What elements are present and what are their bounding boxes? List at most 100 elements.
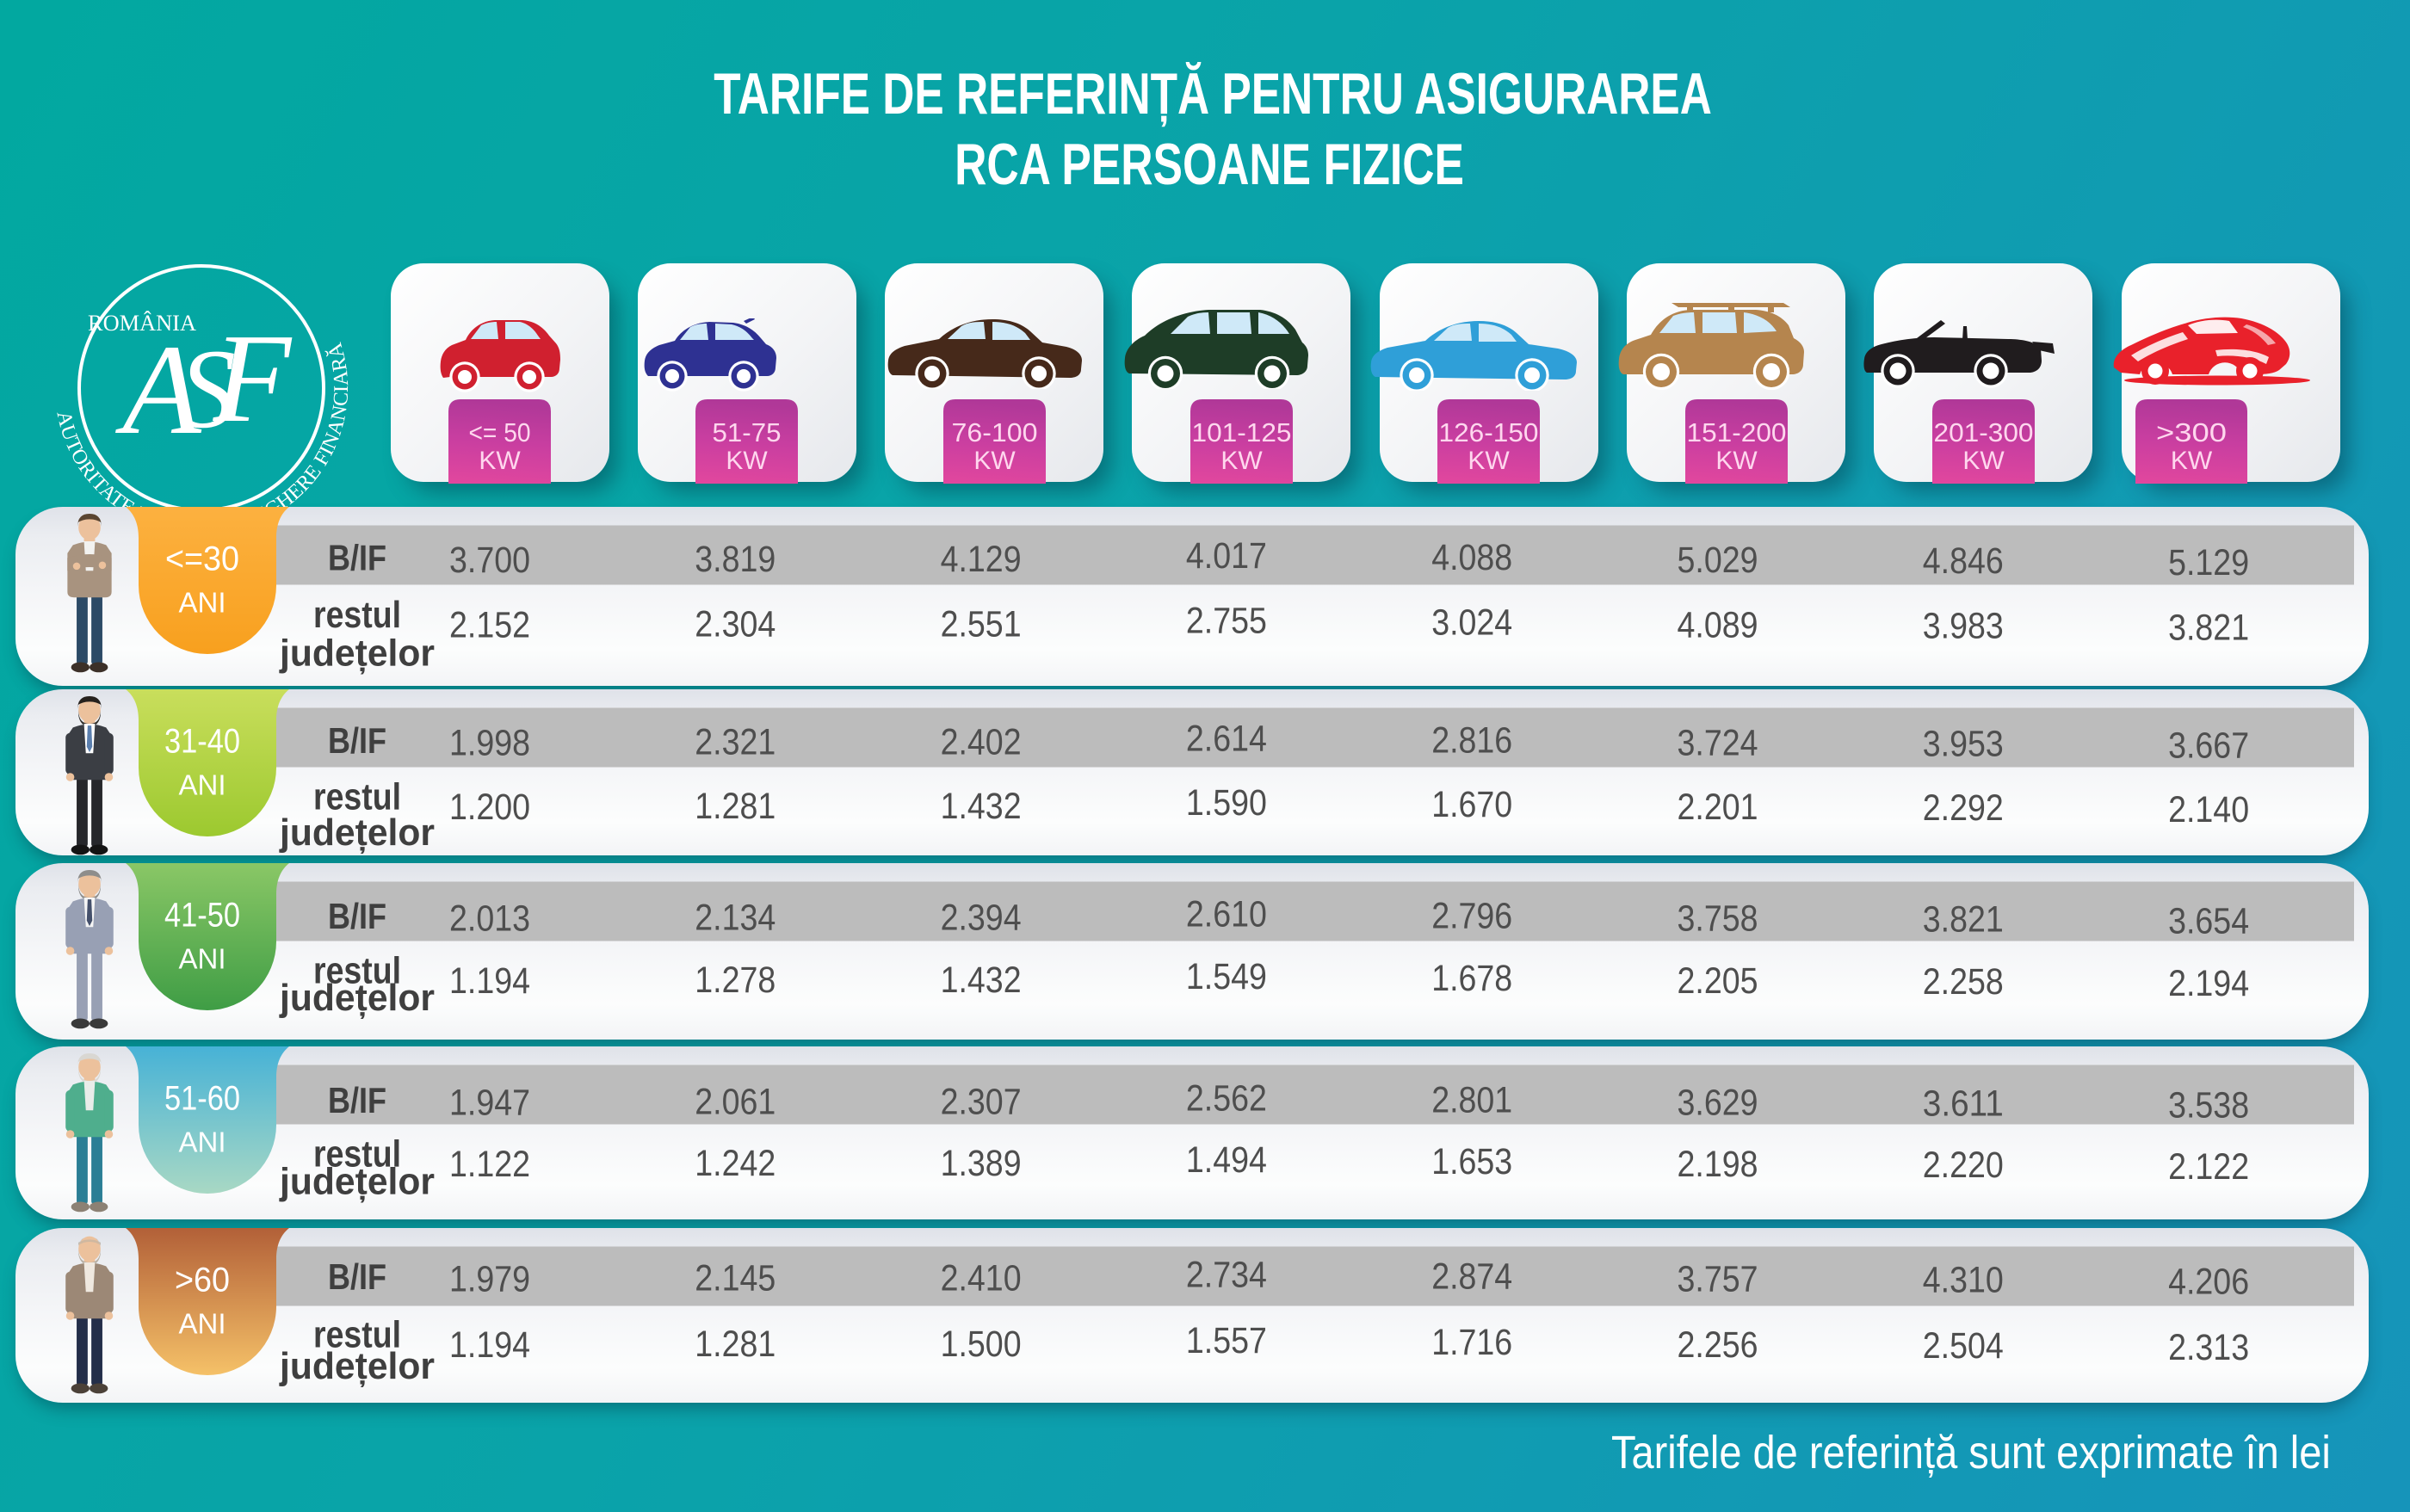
svg-text:2.198: 2.198 xyxy=(1678,1145,1758,1185)
svg-text:ANI: ANI xyxy=(178,1126,226,1157)
svg-text:KW: KW xyxy=(1468,447,1510,475)
svg-text:2.410: 2.410 xyxy=(941,1259,1022,1299)
svg-text:2.292: 2.292 xyxy=(1923,788,2004,829)
svg-text:51-60: 51-60 xyxy=(164,1080,240,1118)
svg-text:2.145: 2.145 xyxy=(695,1259,776,1299)
svg-text:<=30: <=30 xyxy=(165,540,239,578)
svg-text:2.796: 2.796 xyxy=(1431,896,1512,936)
svg-text:2.194: 2.194 xyxy=(2168,964,2249,1004)
svg-text:2.258: 2.258 xyxy=(1923,962,2004,1003)
svg-text:2.504: 2.504 xyxy=(1923,1326,2004,1367)
svg-text:4.017: 4.017 xyxy=(1186,536,1267,577)
svg-text:F: F xyxy=(213,308,293,449)
svg-text:4.089: 4.089 xyxy=(1678,606,1758,646)
svg-text:4.129: 4.129 xyxy=(941,540,1022,580)
svg-text:1.281: 1.281 xyxy=(695,787,776,827)
svg-text:KW: KW xyxy=(2171,447,2213,475)
svg-text:3.024: 3.024 xyxy=(1431,603,1512,644)
svg-text:4.206: 4.206 xyxy=(2168,1262,2249,1303)
svg-text:județelor: județelor xyxy=(279,812,435,854)
svg-text:restul: restul xyxy=(313,594,401,636)
svg-text:4.846: 4.846 xyxy=(1923,541,2004,582)
svg-text:5.129: 5.129 xyxy=(2168,543,2249,583)
svg-text:4.310: 4.310 xyxy=(1923,1261,2004,1301)
svg-text:1.500: 1.500 xyxy=(941,1324,1022,1365)
svg-text:3.758: 3.758 xyxy=(1678,898,1758,939)
svg-text:2.013: 2.013 xyxy=(449,898,530,939)
svg-text:3.654: 3.654 xyxy=(2168,901,2249,941)
svg-text:1.432: 1.432 xyxy=(941,960,1022,1001)
svg-text:județelor: județelor xyxy=(279,633,435,675)
svg-text:3.983: 3.983 xyxy=(1923,607,2004,647)
svg-text:2.307: 2.307 xyxy=(941,1083,1022,1123)
svg-text:2.061: 2.061 xyxy=(695,1083,776,1123)
svg-text:3.700: 3.700 xyxy=(449,540,530,581)
svg-text:1.557: 1.557 xyxy=(1186,1321,1267,1361)
svg-text:KW: KW xyxy=(726,447,768,475)
svg-text:2.816: 2.816 xyxy=(1431,721,1512,762)
svg-text:ANI: ANI xyxy=(178,586,226,618)
svg-text:2.755: 2.755 xyxy=(1186,602,1267,642)
svg-text:2.152: 2.152 xyxy=(449,606,530,646)
svg-text:KW: KW xyxy=(1220,447,1263,475)
svg-text:1.278: 1.278 xyxy=(695,960,776,1001)
svg-text:3.538: 3.538 xyxy=(2168,1086,2249,1126)
svg-text:2.313: 2.313 xyxy=(2168,1328,2249,1368)
svg-text:1.494: 1.494 xyxy=(1186,1140,1267,1181)
svg-text:județelor: județelor xyxy=(279,1161,435,1203)
svg-text:KW: KW xyxy=(479,447,521,475)
svg-text:126-150: 126-150 xyxy=(1439,417,1539,447)
svg-text:1.194: 1.194 xyxy=(449,1325,530,1366)
svg-text:31-40: 31-40 xyxy=(164,723,240,761)
svg-text:2.304: 2.304 xyxy=(695,605,776,645)
svg-text:3.667: 3.667 xyxy=(2168,726,2249,767)
svg-text:1.200: 1.200 xyxy=(449,787,530,828)
svg-text:2.734: 2.734 xyxy=(1186,1256,1267,1296)
svg-text:2.874: 2.874 xyxy=(1431,1257,1512,1298)
svg-text:1.678: 1.678 xyxy=(1431,959,1512,999)
svg-text:1.242: 1.242 xyxy=(695,1144,776,1184)
svg-text:2.140: 2.140 xyxy=(2168,790,2249,830)
svg-text:51-75: 51-75 xyxy=(713,417,782,447)
svg-text:B/IF: B/IF xyxy=(328,1256,386,1297)
svg-text:KW: KW xyxy=(973,447,1016,475)
svg-text:1.122: 1.122 xyxy=(449,1145,530,1185)
svg-text:KW: KW xyxy=(1962,447,2005,475)
svg-text:Tarifele de referință sunt exp: Tarifele de referință sunt exprimate în … xyxy=(1611,1426,2331,1478)
svg-text:1.716: 1.716 xyxy=(1431,1323,1512,1363)
svg-text:restul: restul xyxy=(313,1133,401,1176)
svg-text:S: S xyxy=(179,325,236,452)
svg-text:3.819: 3.819 xyxy=(695,540,776,580)
svg-text:restul: restul xyxy=(313,776,401,818)
svg-text:1.389: 1.389 xyxy=(941,1144,1022,1184)
svg-text:RCA PERSOANE FIZICE: RCA PERSOANE FIZICE xyxy=(955,131,1464,197)
svg-text:3.629: 3.629 xyxy=(1678,1083,1758,1124)
svg-text:B/IF: B/IF xyxy=(328,538,386,578)
svg-text:2.220: 2.220 xyxy=(1923,1145,2004,1186)
svg-text:2.201: 2.201 xyxy=(1678,787,1758,828)
svg-text:A: A xyxy=(114,318,202,461)
svg-text:1.947: 1.947 xyxy=(449,1083,530,1124)
svg-text:2.551: 2.551 xyxy=(941,605,1022,645)
svg-text:2.402: 2.402 xyxy=(941,723,1022,763)
svg-text:B/IF: B/IF xyxy=(328,1080,386,1120)
svg-text:județelor: județelor xyxy=(279,1345,435,1387)
svg-text:151-200: 151-200 xyxy=(1687,417,1787,447)
svg-text:1.549: 1.549 xyxy=(1186,957,1267,997)
svg-text:3.953: 3.953 xyxy=(1923,725,2004,765)
svg-text:restul: restul xyxy=(313,949,401,991)
svg-text:județelor: județelor xyxy=(279,977,435,1019)
svg-text:TARIFE DE REFERINȚĂ PENTRU ASI: TARIFE DE REFERINȚĂ PENTRU ASIGURAREA xyxy=(714,60,1712,127)
svg-text:3.821: 3.821 xyxy=(1923,899,2004,940)
svg-text:ANI: ANI xyxy=(178,942,226,974)
svg-text:2.256: 2.256 xyxy=(1678,1325,1758,1366)
svg-text:2.610: 2.610 xyxy=(1186,894,1267,935)
svg-text:2.134: 2.134 xyxy=(695,898,776,938)
svg-text:KW: KW xyxy=(1715,447,1758,475)
svg-text:ANI: ANI xyxy=(178,768,226,800)
svg-text:>300: >300 xyxy=(2156,417,2227,447)
svg-text:3.757: 3.757 xyxy=(1678,1260,1758,1300)
svg-text:>60: >60 xyxy=(175,1262,230,1299)
svg-text:2.614: 2.614 xyxy=(1186,719,1267,760)
svg-text:1.432: 1.432 xyxy=(941,787,1022,827)
